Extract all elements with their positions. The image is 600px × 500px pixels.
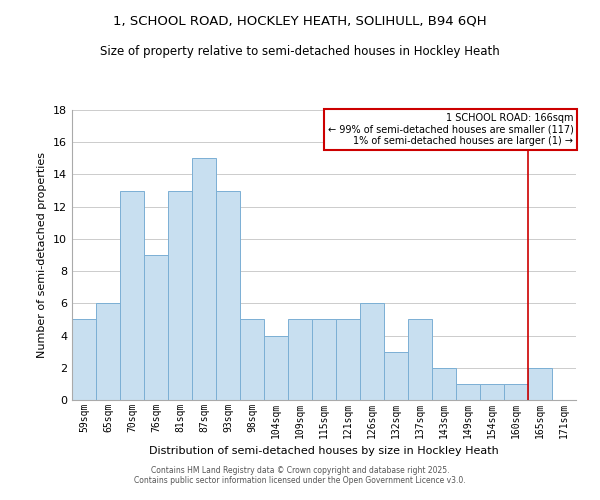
Bar — [408, 320, 432, 400]
Bar — [360, 304, 384, 400]
Bar — [432, 368, 456, 400]
Bar — [456, 384, 480, 400]
Bar — [336, 320, 360, 400]
Bar — [384, 352, 408, 400]
Bar — [72, 320, 96, 400]
Bar — [528, 368, 552, 400]
X-axis label: Distribution of semi-detached houses by size in Hockley Heath: Distribution of semi-detached houses by … — [149, 446, 499, 456]
Bar — [192, 158, 216, 400]
Text: 1 SCHOOL ROAD: 166sqm
← 99% of semi-detached houses are smaller (117)
1% of semi: 1 SCHOOL ROAD: 166sqm ← 99% of semi-deta… — [328, 113, 574, 146]
Bar — [288, 320, 312, 400]
Bar — [168, 190, 192, 400]
Bar — [96, 304, 120, 400]
Bar — [504, 384, 528, 400]
Text: Contains HM Land Registry data © Crown copyright and database right 2025.
Contai: Contains HM Land Registry data © Crown c… — [134, 466, 466, 485]
Bar — [264, 336, 288, 400]
Text: 1, SCHOOL ROAD, HOCKLEY HEATH, SOLIHULL, B94 6QH: 1, SCHOOL ROAD, HOCKLEY HEATH, SOLIHULL,… — [113, 15, 487, 28]
Bar — [312, 320, 336, 400]
Bar — [144, 255, 168, 400]
Bar — [240, 320, 264, 400]
Bar — [120, 190, 144, 400]
Text: Size of property relative to semi-detached houses in Hockley Heath: Size of property relative to semi-detach… — [100, 45, 500, 58]
Bar — [216, 190, 240, 400]
Bar — [480, 384, 504, 400]
Y-axis label: Number of semi-detached properties: Number of semi-detached properties — [37, 152, 47, 358]
